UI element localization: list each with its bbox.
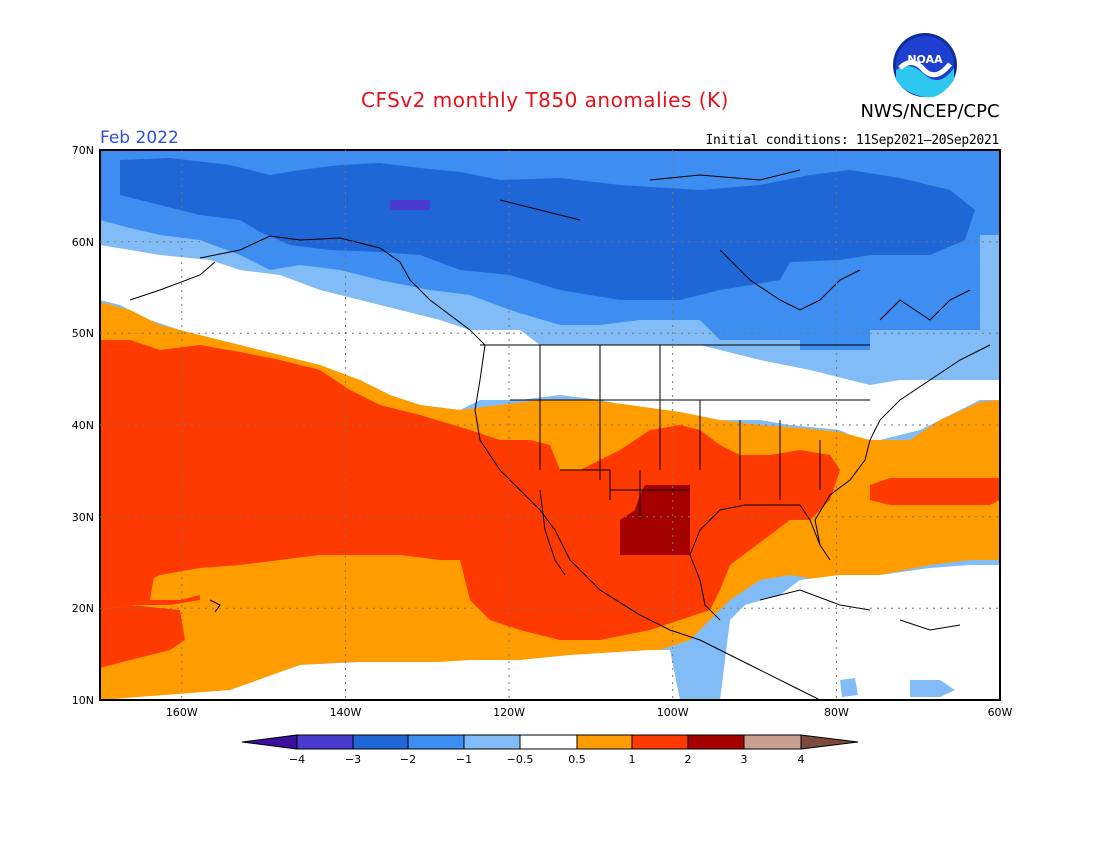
colorbar-label: 4 — [798, 753, 805, 766]
colorbar-label: −1 — [456, 753, 472, 766]
anomaly-region-neg1-south — [840, 678, 858, 697]
anomaly-region-neg1-south2 — [910, 680, 955, 697]
colorbar-labels: −4 −3 −2 −1 −0.5 0.5 1 2 3 4 — [289, 753, 805, 766]
lon-label: 100W — [657, 706, 689, 719]
anomaly-region-pos1 — [100, 340, 840, 640]
lat-label: 70N — [72, 144, 94, 157]
agency-label: NWS/NCEP/CPC — [860, 101, 1000, 122]
lat-label: 40N — [72, 419, 94, 432]
anomaly-region-neg4 — [390, 200, 430, 210]
colorbar-cell — [743, 734, 802, 750]
colorbar-label: −4 — [289, 753, 305, 766]
colorbar-label: 3 — [741, 753, 748, 766]
graticule — [100, 150, 1000, 700]
lon-label: 80W — [824, 706, 849, 719]
colorbar-cell — [352, 734, 409, 750]
colorbar-label: 2 — [685, 753, 692, 766]
colorbar-cell — [687, 734, 745, 750]
coastlines — [129, 169, 991, 700]
lat-label: 60N — [72, 236, 94, 249]
lat-label: 10N — [72, 694, 94, 707]
latitude-labels: 70N 60N 50N 40N 30N 20N 10N — [72, 144, 94, 707]
colorbar-cell — [241, 734, 298, 750]
anomaly-region-pos1-atlantic — [870, 478, 1000, 505]
colorbar-cell — [407, 734, 465, 750]
noaa-logo-text: NOAA — [907, 53, 943, 66]
colorbar-label: 1 — [629, 753, 636, 766]
longitude-labels: 160W 140W 120W 100W 80W 60W — [166, 706, 1013, 719]
colorbar-label: −3 — [345, 753, 361, 766]
colorbar-cell — [519, 734, 578, 750]
colorbar-cell — [800, 734, 859, 750]
colorbar-cell — [296, 734, 354, 750]
lat-label: 30N — [72, 511, 94, 524]
colorbar-cell — [576, 734, 633, 750]
colorbar-cell — [631, 734, 689, 750]
lat-label: 20N — [72, 602, 94, 615]
colorbar-label: −2 — [400, 753, 416, 766]
lon-label: 160W — [166, 706, 198, 719]
anomaly-region-neutral — [100, 245, 1000, 440]
lat-label: 50N — [72, 327, 94, 340]
colorbar-label: −0.5 — [507, 753, 534, 766]
map-title: CFSv2 monthly T850 anomalies (K) — [361, 88, 729, 112]
valid-month: Feb 2022 — [100, 128, 179, 148]
anomaly-region-pos2 — [620, 485, 690, 555]
anomaly-region-neutral-sw — [100, 650, 680, 700]
colorbar-label: 0.5 — [568, 753, 586, 766]
colorbar-cell — [463, 734, 521, 750]
lon-label: 60W — [988, 706, 1013, 719]
lon-label: 120W — [493, 706, 525, 719]
noaa-logo: NOAA — [890, 30, 960, 100]
anomaly-region-neg3 — [120, 158, 975, 300]
anomaly-region-neutral-south — [720, 565, 1000, 700]
initial-conditions: Initial conditions: 11Sep2021—20Sep2021 — [705, 133, 999, 148]
lon-label: 140W — [330, 706, 362, 719]
anomaly-region-pos1-pacific — [100, 605, 185, 668]
colorbar — [241, 734, 859, 750]
